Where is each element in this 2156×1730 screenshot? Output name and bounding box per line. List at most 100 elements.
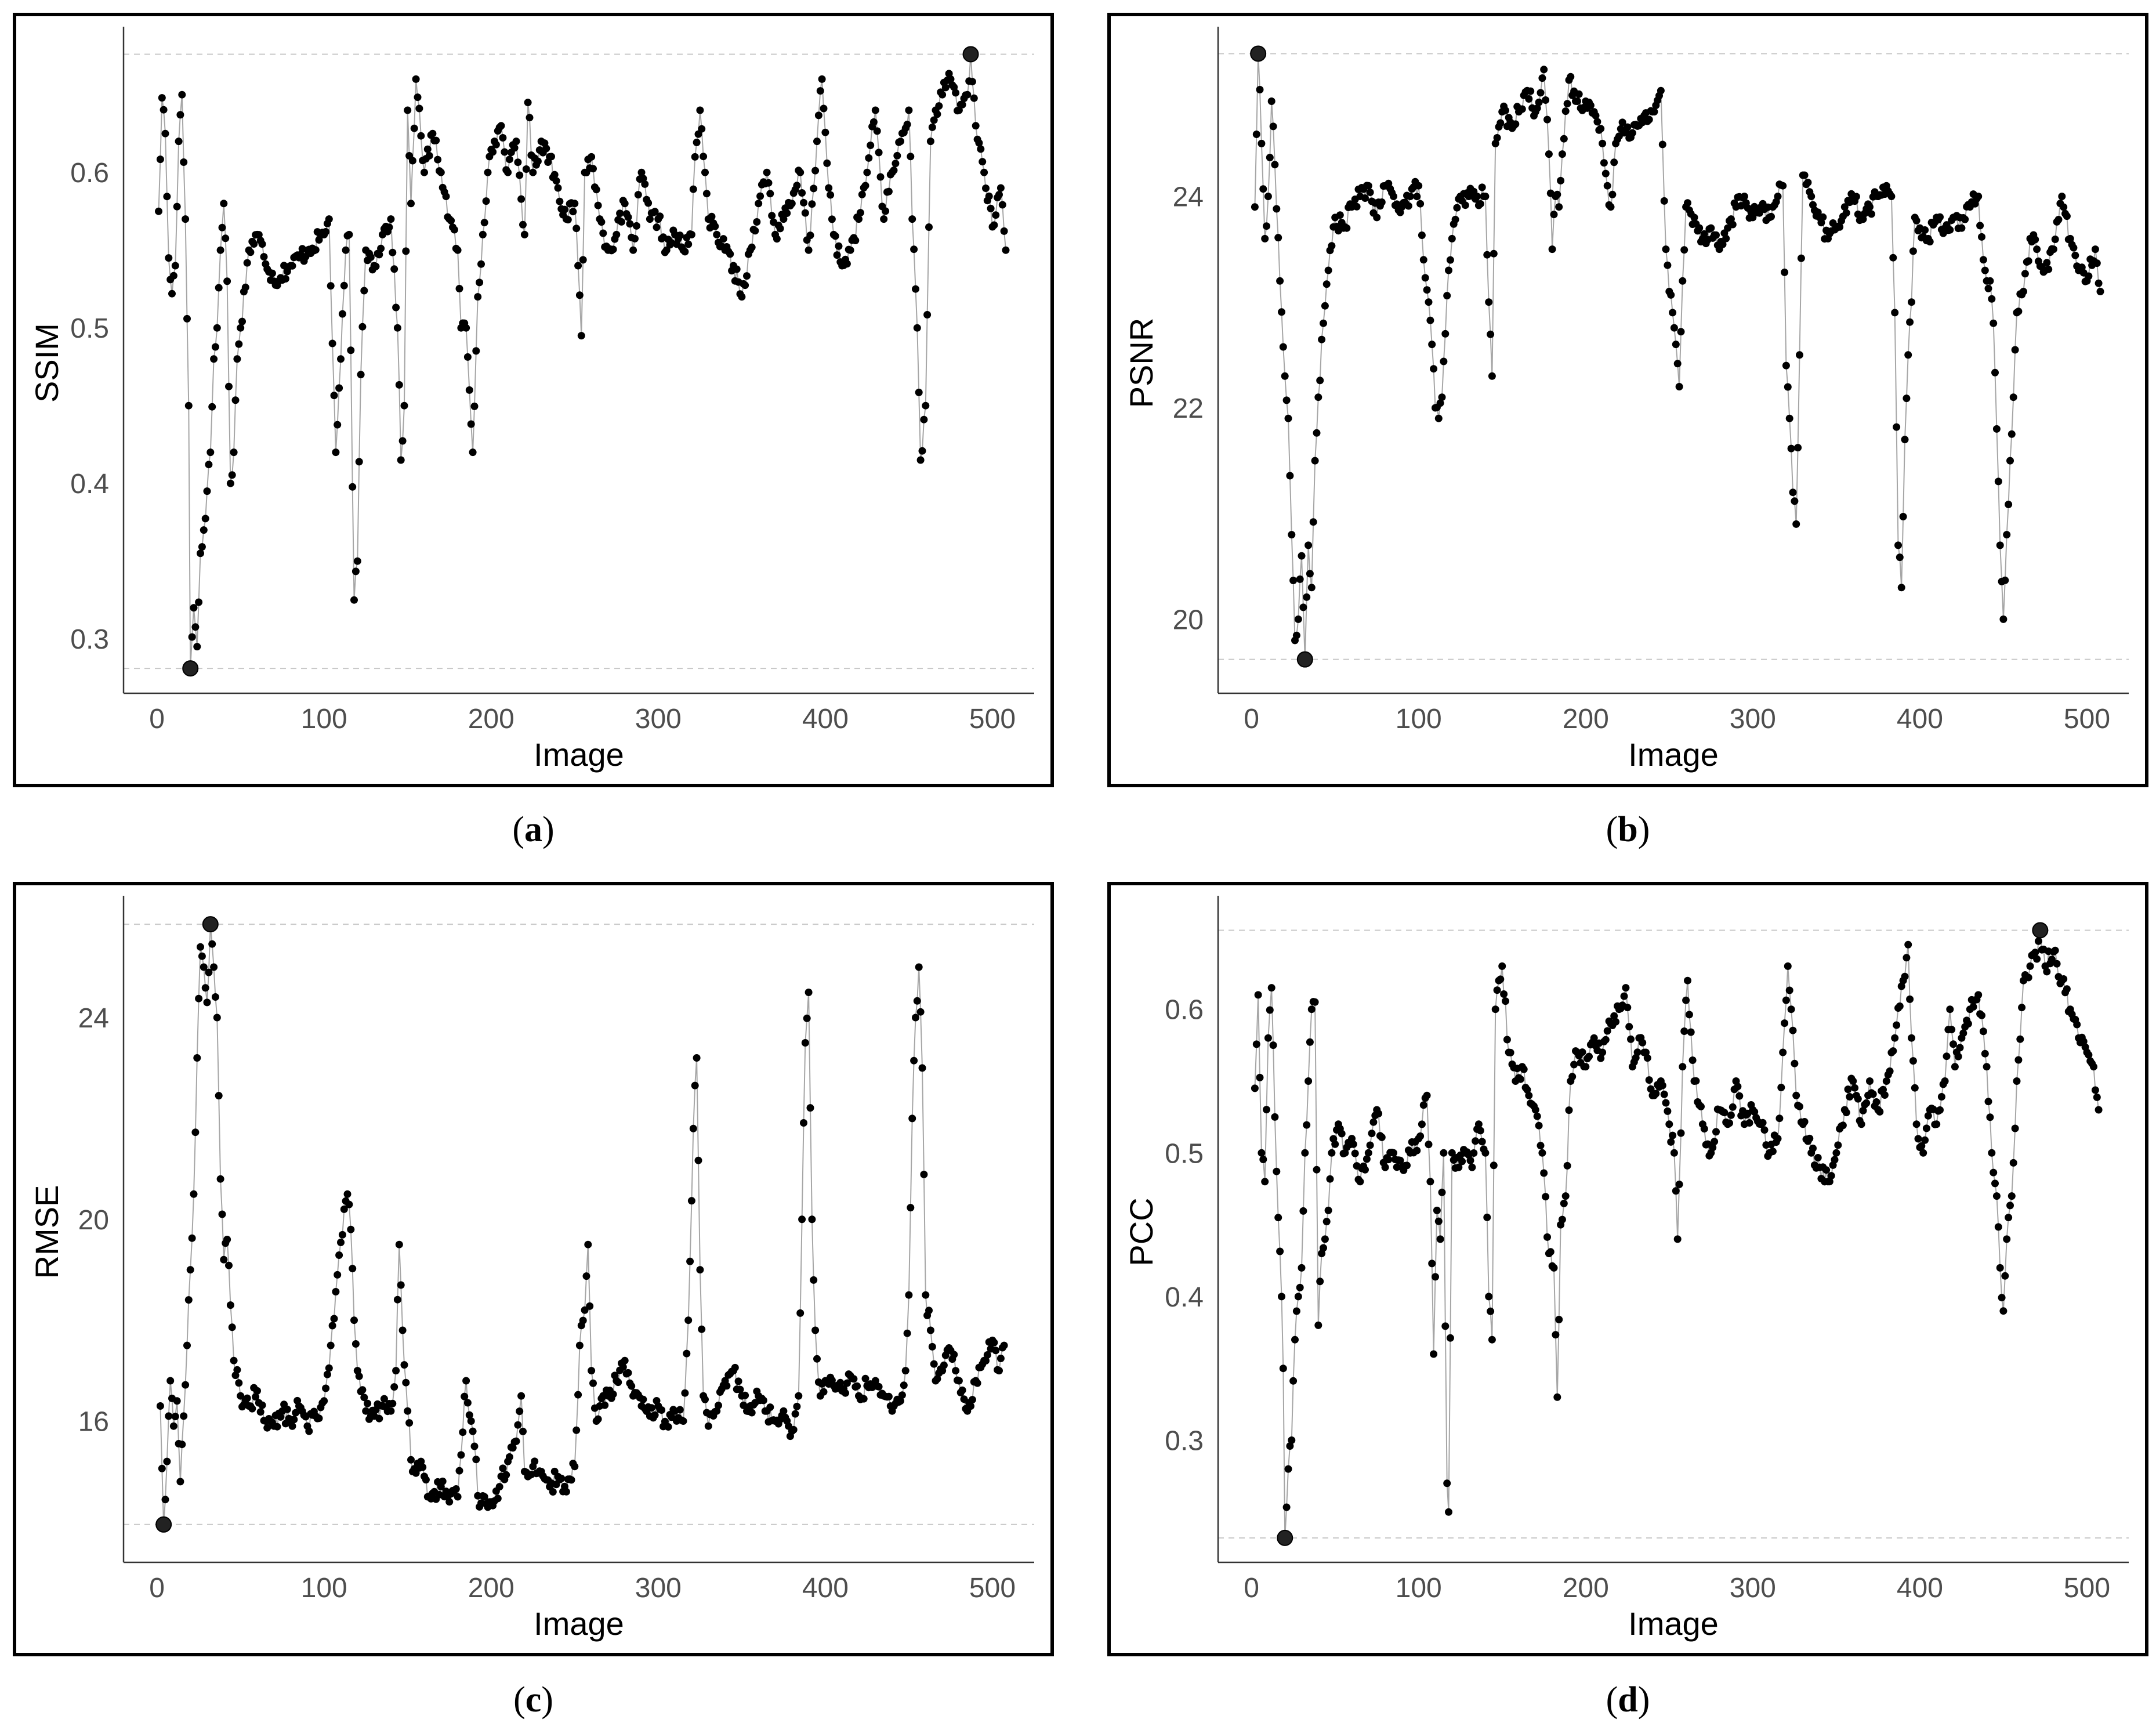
data-point: [225, 1261, 233, 1269]
data-point: [619, 1363, 627, 1371]
data-point: [1264, 1034, 1272, 1042]
data-point: [210, 963, 218, 971]
data-point: [256, 1408, 264, 1416]
data-point: [1430, 1350, 1438, 1358]
data-point: [1487, 1307, 1495, 1315]
data-point: [1800, 1118, 1809, 1125]
data-point: [1936, 1106, 1944, 1114]
data-point: [1712, 1128, 1720, 1136]
data-point: [963, 91, 972, 99]
data-point: [1291, 1335, 1299, 1344]
data-point: [241, 283, 249, 291]
data-point: [389, 1399, 397, 1407]
data-point: [1777, 1084, 1785, 1091]
data-point: [1432, 1273, 1439, 1281]
data-point: [505, 155, 513, 164]
data-point: [415, 104, 423, 113]
data-point: [873, 127, 881, 135]
data-point: [2053, 960, 2061, 968]
data-point: [2003, 531, 2011, 539]
data-point: [1759, 1119, 1767, 1127]
data-point: [173, 202, 181, 211]
data-point: [2005, 501, 2013, 508]
data-point: [719, 235, 727, 243]
data-point: [1282, 396, 1291, 404]
data-point: [1356, 1178, 1364, 1186]
data-point: [1665, 1120, 1673, 1128]
data-point: [1284, 414, 1292, 422]
data-point: [1919, 1149, 1927, 1157]
data-point: [1712, 231, 1720, 239]
y-tick-label: 24: [1173, 182, 1204, 212]
data-point: [992, 211, 1000, 219]
data-point: [337, 1239, 345, 1246]
data-point: [288, 262, 296, 270]
data-point: [1328, 242, 1336, 250]
data-point: [1608, 190, 1617, 198]
data-point: [1518, 105, 1526, 113]
y-tick-label: 0.4: [70, 469, 109, 500]
data-point: [402, 247, 410, 255]
data-point: [592, 186, 600, 194]
data-point: [432, 136, 440, 144]
data-point: [2005, 1214, 2013, 1222]
data-point: [1796, 351, 1803, 359]
data-point: [696, 1266, 704, 1274]
data-point: [462, 324, 470, 332]
data-point: [1311, 457, 1319, 465]
data-point: [1988, 1149, 1996, 1157]
data-point: [1897, 982, 1905, 990]
data-point: [205, 968, 213, 976]
data-point: [1886, 1067, 1894, 1075]
data-point: [452, 1485, 460, 1493]
data-point: [918, 1064, 926, 1072]
data-point: [1563, 1161, 1571, 1170]
data-point: [222, 234, 230, 243]
data-point: [1403, 1161, 1411, 1170]
caption-label-d: d: [1618, 1680, 1638, 1720]
data-point: [740, 1401, 748, 1409]
data-point: [380, 1395, 388, 1403]
data-point: [789, 1425, 798, 1434]
data-point: [1849, 1077, 1857, 1085]
data-point: [641, 180, 649, 188]
data-point: [1840, 203, 1849, 211]
data-point: [624, 213, 632, 221]
data-point: [1633, 1048, 1642, 1056]
data-point: [1990, 1168, 1998, 1177]
extreme-point: [962, 46, 979, 63]
data-point: [811, 167, 820, 175]
data-point: [410, 124, 418, 132]
data-point: [875, 149, 883, 157]
data-point: [689, 1124, 697, 1132]
data-point: [1937, 1093, 1945, 1101]
data-point: [1296, 1283, 1304, 1291]
data-point: [1289, 1377, 1298, 1385]
data-point: [684, 240, 693, 248]
data-point: [1700, 230, 1708, 238]
data-point: [1261, 234, 1269, 243]
data-point: [861, 1374, 869, 1382]
data-point: [1419, 256, 1427, 264]
data-point: [1669, 1131, 1677, 1139]
data-point: [1722, 234, 1730, 243]
data-point: [694, 1156, 702, 1164]
data-point: [1553, 1393, 1561, 1401]
data-point: [992, 1347, 1000, 1355]
data-point: [517, 195, 526, 203]
data-point: [928, 1342, 936, 1351]
data-point: [941, 84, 950, 92]
data-point: [1361, 194, 1369, 202]
data-point: [1538, 1149, 1546, 1157]
data-point: [402, 1378, 410, 1387]
data-point: [467, 420, 475, 428]
data-point: [1478, 1138, 1486, 1146]
data-point: [1673, 360, 1682, 368]
data-point: [715, 1402, 722, 1409]
data-point: [1488, 1335, 1496, 1344]
data-point: [2011, 1124, 2019, 1132]
data-point: [1679, 277, 1687, 285]
data-point: [616, 209, 624, 218]
data-point: [1904, 940, 1912, 949]
data-point: [903, 1329, 911, 1337]
